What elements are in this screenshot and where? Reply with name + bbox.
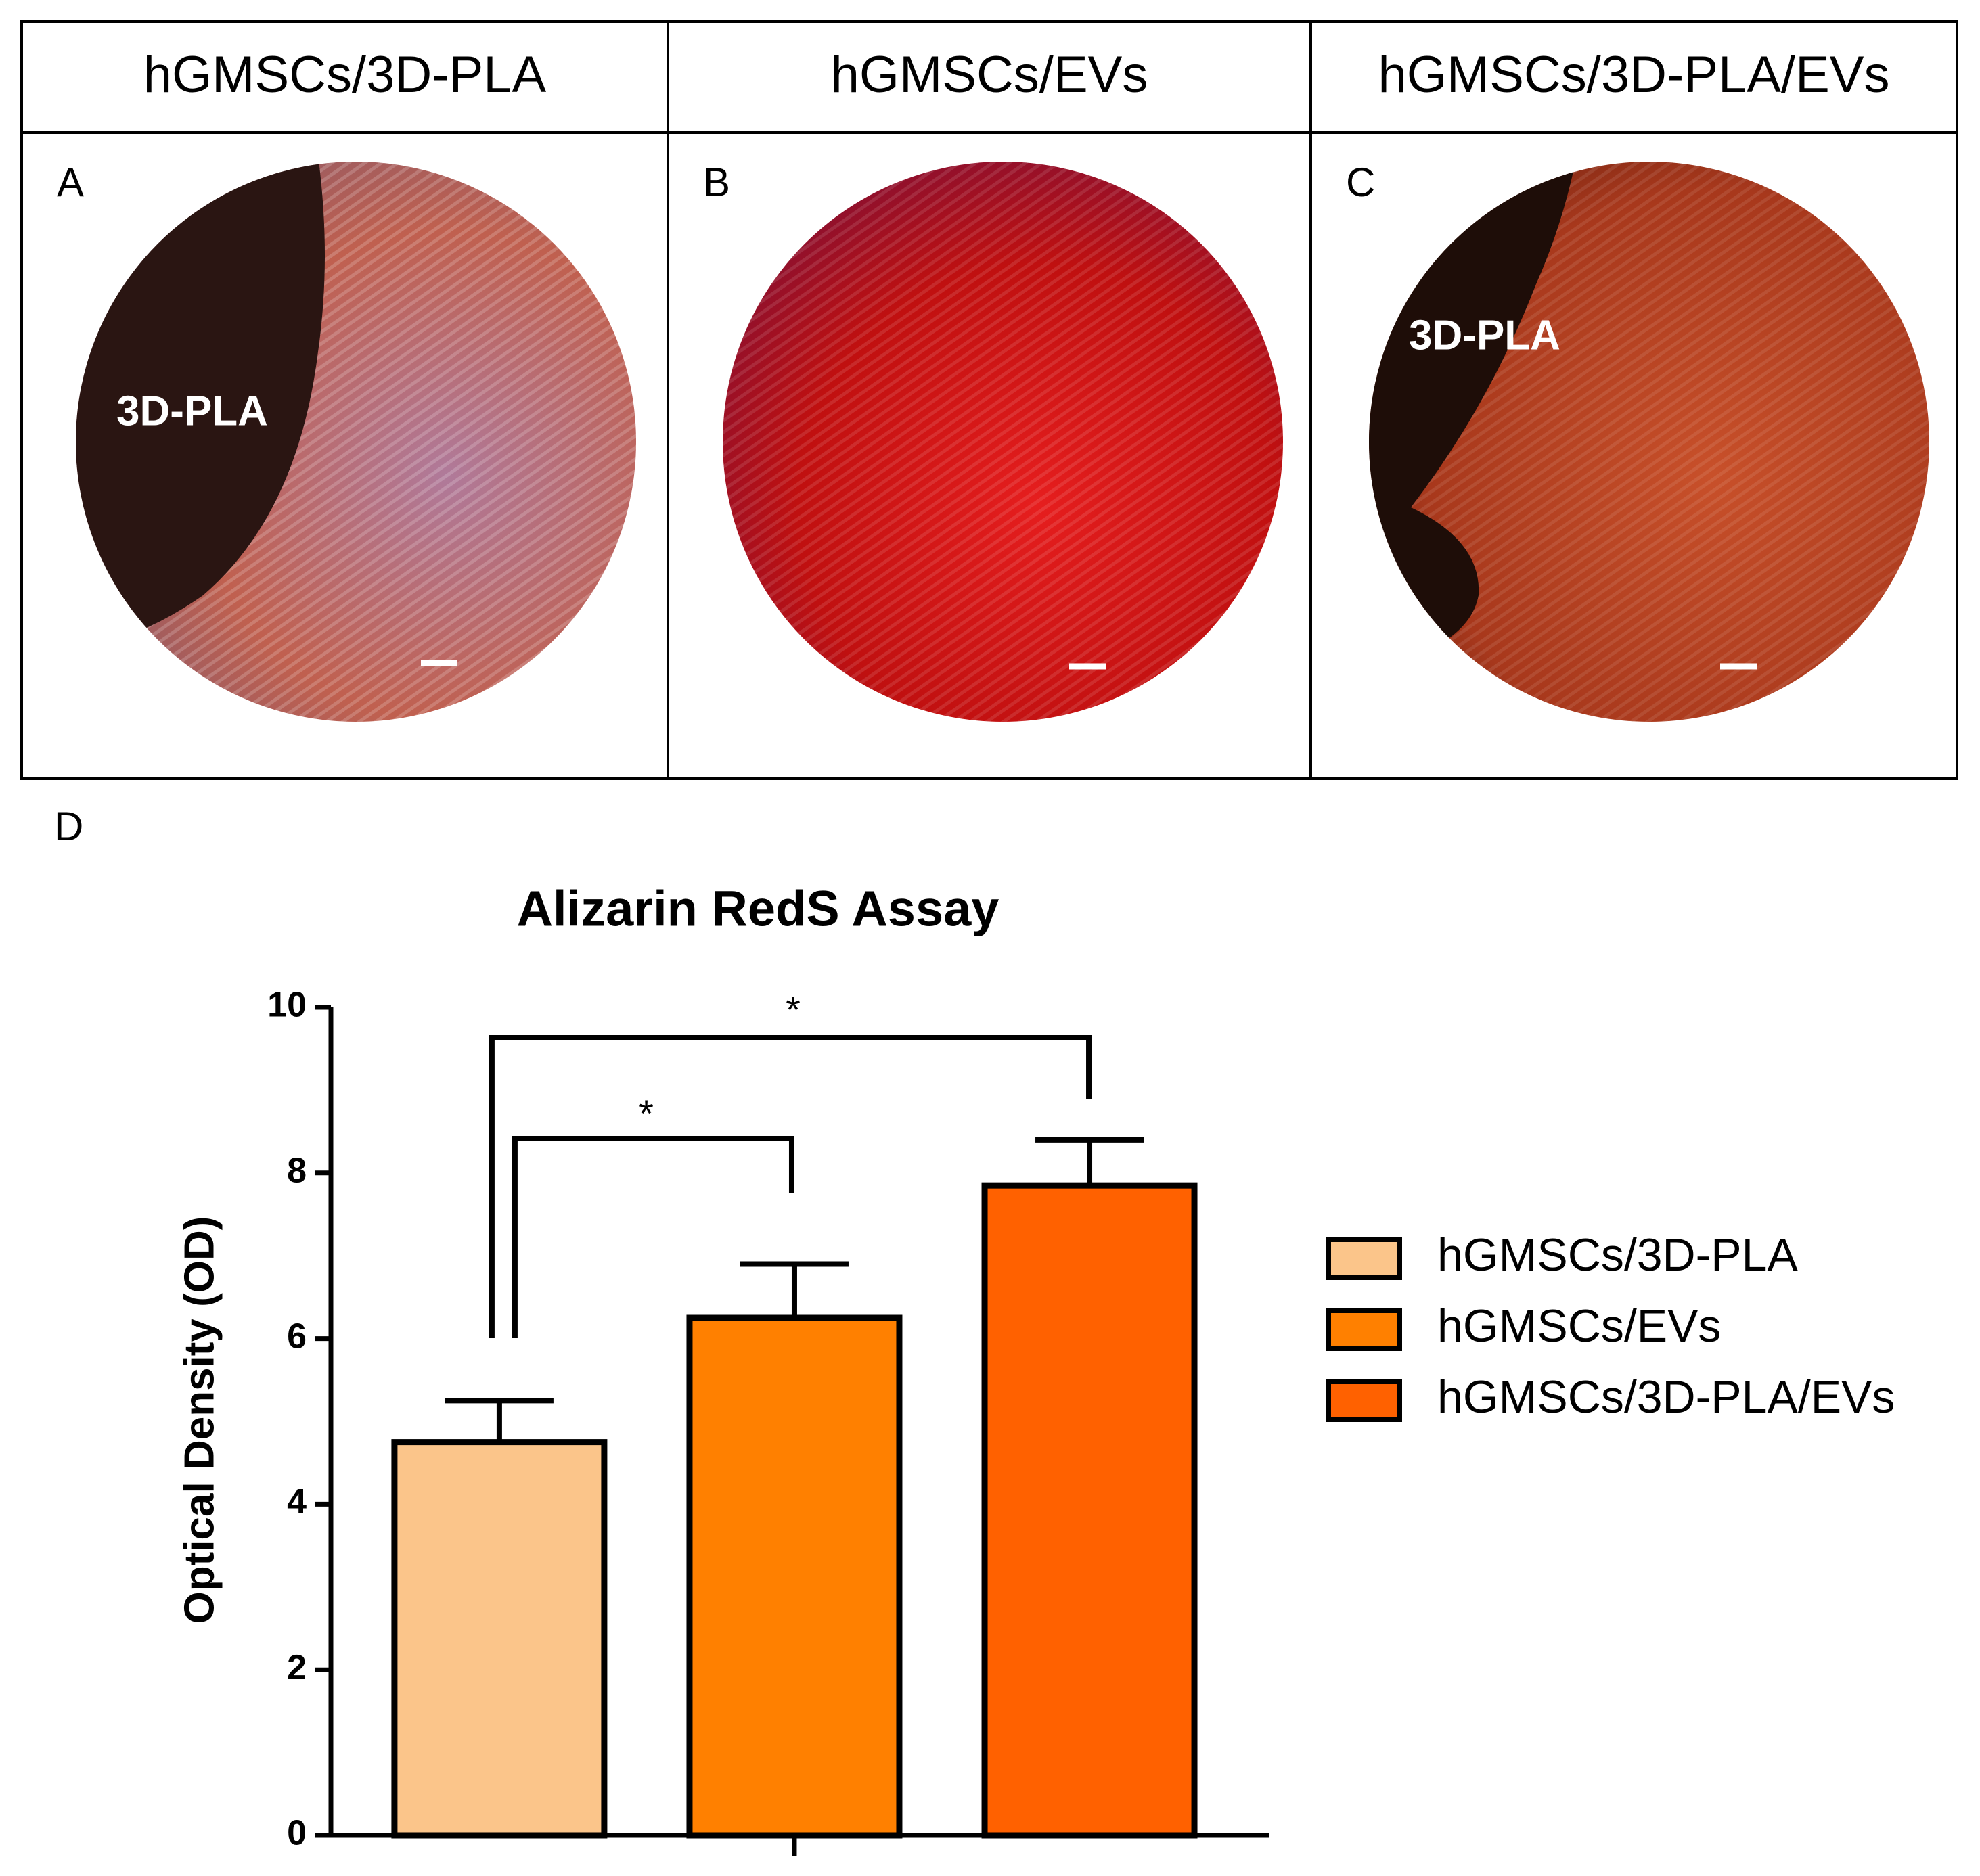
panel-header: hGMSCs/EVs bbox=[831, 46, 1148, 104]
y-tick-label: 6 bbox=[287, 1317, 307, 1356]
legend-swatch bbox=[1326, 1237, 1402, 1280]
micrograph-c bbox=[1369, 162, 1929, 722]
significance-label: * bbox=[639, 1092, 654, 1135]
y-tick-label: 10 bbox=[267, 986, 307, 1025]
legend-label: hGMSCs/EVs bbox=[1437, 1300, 1721, 1352]
bar bbox=[686, 1314, 903, 1839]
panel-table bbox=[20, 20, 1958, 780]
scaffold-label: 3D-PLA bbox=[116, 388, 268, 434]
bar bbox=[391, 1439, 608, 1839]
y-tick-label: 4 bbox=[287, 1482, 307, 1522]
legend-swatch bbox=[1326, 1379, 1402, 1422]
panel-letter: B bbox=[703, 160, 730, 205]
bar bbox=[981, 1182, 1198, 1839]
y-axis-label: Optical Density (OD) bbox=[176, 1216, 223, 1624]
significance-label: * bbox=[786, 988, 801, 1031]
panel-header: hGMSCs/3D-PLA/EVs bbox=[1378, 46, 1890, 104]
y-tick-label: 8 bbox=[287, 1151, 307, 1191]
legend-label: hGMSCs/3D-PLA bbox=[1437, 1229, 1798, 1281]
significance-bracket bbox=[512, 1136, 794, 1338]
y-tick-label: 2 bbox=[287, 1648, 307, 1687]
legend-swatch bbox=[1326, 1308, 1402, 1351]
chart-title: Alizarin RedS Assay bbox=[517, 881, 999, 937]
legend-label: hGMSCs/3D-PLA/EVs bbox=[1437, 1371, 1895, 1423]
micrograph-b bbox=[723, 162, 1283, 722]
scaffold-label: 3D-PLA bbox=[1409, 312, 1560, 359]
panel-letter: C bbox=[1346, 160, 1375, 205]
y-tick-label: 0 bbox=[287, 1814, 307, 1853]
panel-header: hGMSCs/3D-PLA bbox=[143, 46, 547, 104]
significance-bracket bbox=[489, 1035, 1092, 1338]
micrograph-a bbox=[76, 162, 636, 722]
panel-letter: D bbox=[54, 804, 83, 849]
scale-bars bbox=[421, 660, 1757, 670]
panel-letter: A bbox=[57, 160, 84, 205]
